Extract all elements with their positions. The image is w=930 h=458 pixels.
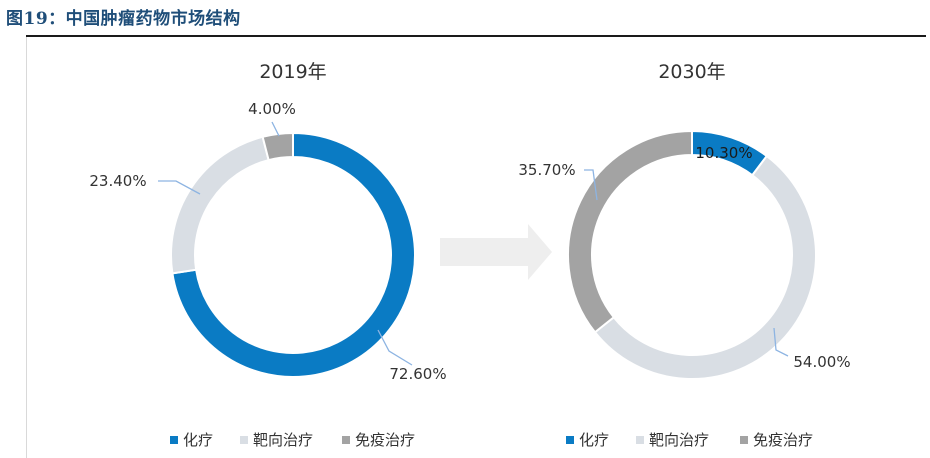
label-2019-immuno: 4.00%	[248, 100, 296, 118]
slice-2019-chemo	[171, 131, 416, 378]
legend-swatch-targeted	[636, 436, 644, 444]
legend-label-chemo: 化疗	[183, 431, 213, 449]
legend-swatch-chemo	[170, 436, 178, 444]
legend-swatch-immuno	[740, 436, 748, 444]
figure-title: 图19：中国肿瘤药物市场结构	[6, 9, 241, 29]
label-2030-targeted: 54.00%	[793, 353, 850, 371]
leader-2019-targeted	[158, 180, 201, 195]
donut-2019	[170, 131, 416, 378]
leader-2030-targeted	[773, 327, 789, 357]
legend-2030: 化疗 靶向治疗 免疫治疗	[566, 431, 813, 449]
legend-swatch-chemo	[566, 436, 574, 444]
leader-2030-immuno	[584, 169, 598, 201]
slice-2030-targeted	[593, 154, 817, 380]
legend-label-immuno: 免疫治疗	[753, 431, 813, 449]
label-2019-targeted: 23.40%	[89, 172, 146, 190]
chart-2030-title: 2030年	[658, 61, 725, 83]
legend-label-immuno: 免疫治疗	[355, 431, 415, 449]
left-border	[26, 37, 27, 458]
legend-label-targeted: 靶向治疗	[649, 431, 709, 449]
legend-swatch-immuno	[342, 436, 350, 444]
legend-swatch-targeted	[240, 436, 248, 444]
leader-2019-immuno	[271, 121, 280, 137]
slice-2019-immuno	[261, 131, 294, 162]
chart-2019-title: 2019年	[259, 61, 326, 83]
legend-label-chemo: 化疗	[579, 431, 609, 449]
legend-label-targeted: 靶向治疗	[253, 431, 313, 449]
legend-2019: 化疗 靶向治疗 免疫治疗	[170, 431, 415, 449]
slice-2030-immuno	[567, 129, 693, 334]
label-2030-chemo: 10.30%	[695, 144, 752, 162]
label-2019-chemo: 72.60%	[389, 365, 446, 383]
label-2030-immuno: 35.70%	[518, 161, 575, 179]
donut-2030	[567, 129, 817, 380]
transition-arrow	[440, 224, 552, 280]
slice-2019-targeted	[170, 135, 270, 275]
title-underline	[26, 35, 926, 37]
leader-2019-chemo	[377, 329, 413, 366]
